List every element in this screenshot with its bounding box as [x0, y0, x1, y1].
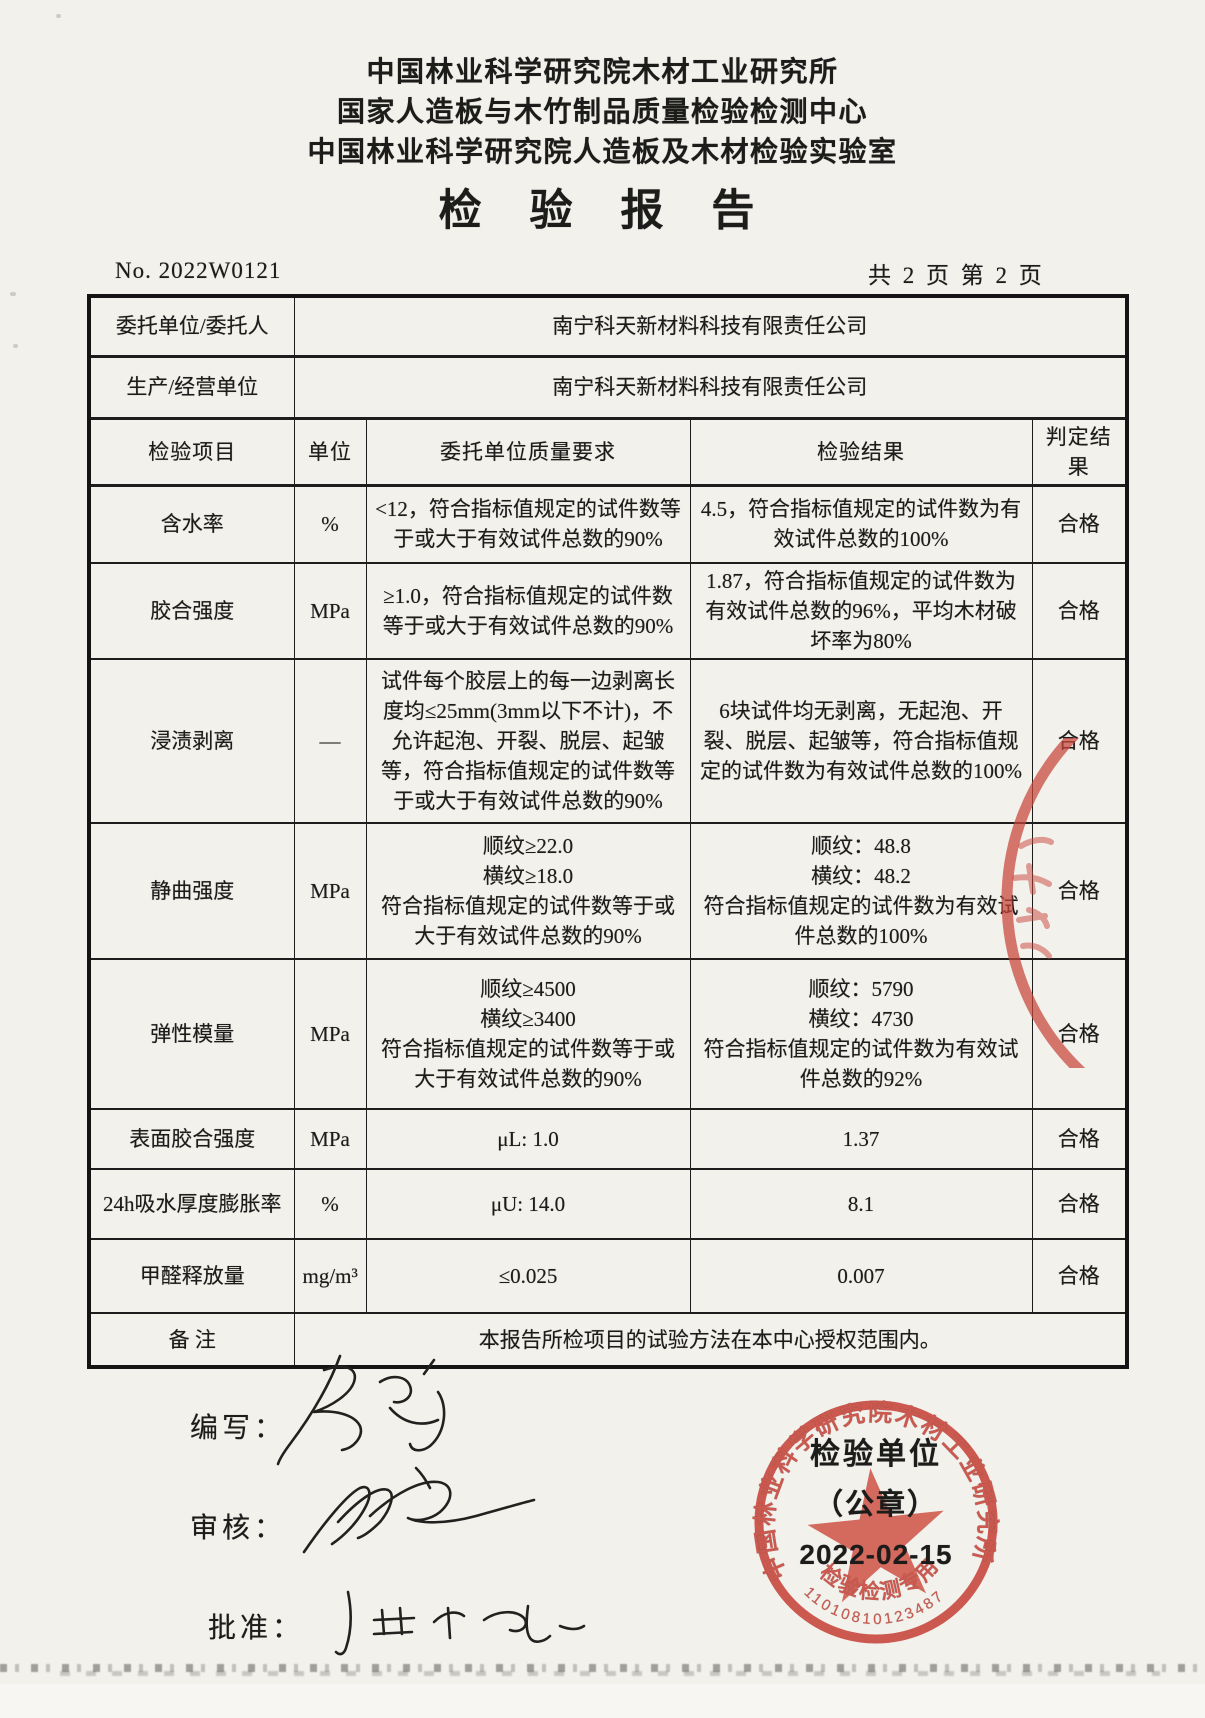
result-cell: 4.5，符合指标值规定的试件数为有效试件总数的100%: [689, 484, 1033, 564]
unit-cell: MPa: [293, 822, 367, 960]
table-row: 生产/经营单位 南宁科天新材料科技有限责任公司: [88, 355, 1128, 420]
table-row: 甲醛释放量 mg/m³ ≤0.025 0.007 合格: [88, 1238, 1128, 1314]
table-row: 静曲强度 MPa 顺纹≥22.0 横纹≥18.0 符合指标值规定的试件数等于或大…: [88, 822, 1128, 960]
item-cell: 表面胶合强度: [88, 1108, 295, 1170]
report-number: No. 2022W0121: [115, 258, 282, 283]
result-table: 委托单位/委托人 南宁科天新材料科技有限责任公司 生产/经营单位 南宁科天新材料…: [87, 294, 1129, 1369]
result-cell: 6块试件均无剥离，无起泡、开裂、脱层、起皱等，符合指标值规定的试件数为有效试件总…: [689, 658, 1033, 824]
org-line-1: 中国林业科学研究院木材工业研究所: [366, 56, 839, 87]
info-label: 生产/经营单位: [88, 355, 295, 420]
verdict-cell: 合格: [1031, 822, 1128, 960]
approver-label: 批准：: [208, 1613, 305, 1644]
info-value: 南宁科天新材料科技有限责任公司: [293, 355, 1128, 420]
item-cell: 甲醛释放量: [88, 1238, 295, 1314]
page-title: 检 验 报 告: [438, 187, 767, 235]
table-row: 浸渍剥离 — 试件每个胶层上的每一边剥离长度均≤25mm(3mm以下不计)，不允…: [88, 658, 1128, 824]
verdict-cell: 合格: [1031, 1108, 1128, 1170]
item-cell: 24h吸水厚度膨胀率: [88, 1168, 295, 1240]
reviewer-signature: [302, 1466, 536, 1554]
seal-date: 2022-02-15: [799, 1539, 952, 1570]
scan-speck: [56, 14, 61, 18]
item-cell: 含水率: [88, 484, 295, 564]
approver-signature: [334, 1590, 586, 1656]
official-seal: 中国林业科学研究院木材工业研究所 检验检测专用章 11010810123487 …: [744, 1390, 1007, 1644]
unit-cell: MPa: [293, 1108, 367, 1170]
page-bottom-strip: [0, 1684, 1205, 1718]
column-header: 单位: [293, 417, 367, 487]
remark-label: 备 注: [88, 1312, 295, 1368]
requirement-cell: 顺纹≥4500 横纹≥3400 符合指标值规定的试件数等于或大于有效试件总数的9…: [365, 958, 691, 1110]
item-cell: 静曲强度: [88, 822, 295, 960]
remark-row: 备 注 本报告所检项目的试验方法在本中心授权范围内。: [88, 1312, 1128, 1368]
result-cell: 8.1: [689, 1168, 1033, 1240]
verdict-cell: 合格: [1031, 484, 1128, 564]
org-header: 中国林业科学研究院木材工业研究所 国家人造板与木竹制品质量检验检测中心 中国林业…: [0, 52, 1205, 172]
requirement-cell: ≤0.025: [365, 1238, 691, 1314]
org-line-2: 国家人造板与木竹制品质量检验检测中心: [336, 96, 868, 127]
unit-cell: —: [293, 658, 367, 824]
scan-speck: [13, 344, 18, 348]
result-cell: 0.007: [689, 1238, 1033, 1314]
page-count-info: 共 2 页 第 2 页: [868, 263, 1045, 288]
requirement-cell: 顺纹≥22.0 横纹≥18.0 符合指标值规定的试件数等于或大于有效试件总数的9…: [365, 822, 691, 960]
reviewer-label: 审核：: [190, 1513, 287, 1544]
unit-cell: %: [293, 1168, 367, 1240]
verdict-cell: 合格: [1031, 1238, 1128, 1314]
seal-gongzhang-label: （公章）: [814, 1487, 938, 1521]
table-row: 委托单位/委托人 南宁科天新材料科技有限责任公司: [88, 295, 1128, 358]
scanner-noise-band: [0, 1664, 1205, 1672]
info-label: 委托单位/委托人: [88, 295, 295, 358]
verdict-cell: 合格: [1031, 562, 1128, 660]
result-cell: 顺纹：5790 横纹：4730 符合指标值规定的试件数为有效试件总数的92%: [689, 958, 1033, 1110]
edge-seal-fragment: [1001, 738, 1086, 1068]
table-header-row: 检验项目 单位 委托单位质量要求 检验结果 判定结果: [88, 417, 1128, 487]
column-header: 检验项目: [88, 417, 295, 487]
result-cell: 1.37: [689, 1108, 1033, 1170]
requirement-cell: μL: 1.0: [365, 1108, 691, 1170]
table-row: 表面胶合强度 MPa μL: 1.0 1.37 合格: [88, 1108, 1128, 1170]
remark-text: 本报告所检项目的试验方法在本中心授权范围内。: [293, 1312, 1128, 1368]
requirement-cell: μU: 14.0: [365, 1168, 691, 1240]
info-value: 南宁科天新材料科技有限责任公司: [293, 295, 1128, 358]
unit-cell: MPa: [293, 562, 367, 660]
verdict-cell: 合格: [1031, 1168, 1128, 1240]
seal-ring: [754, 1400, 998, 1644]
table-row: 24h吸水厚度膨胀率 % μU: 14.0 8.1 合格: [88, 1168, 1128, 1240]
writer-signature: [276, 1354, 446, 1466]
seal-star-icon: [807, 1468, 944, 1603]
column-header: 委托单位质量要求: [365, 417, 691, 487]
unit-cell: mg/m³: [293, 1238, 367, 1314]
result-cell: 1.87，符合指标值规定的试件数为有效试件总数的96%，平均木材破坏率为80%: [689, 562, 1033, 660]
unit-cell: MPa: [293, 958, 367, 1110]
seal-unit-label: 检验单位: [810, 1437, 942, 1471]
result-cell: 顺纹：48.8 横纹：48.2 符合指标值规定的试件数为有效试件总数的100%: [689, 822, 1033, 960]
table-row: 胶合强度 MPa ≥1.0，符合指标值规定的试件数等于或大于有效试件总数的90%…: [88, 562, 1128, 660]
table-row: 含水率 % <12，符合指标值规定的试件数等于或大于有效试件总数的90% 4.5…: [88, 484, 1128, 564]
scan-speck: [10, 292, 16, 296]
table-row: 弹性模量 MPa 顺纹≥4500 横纹≥3400 符合指标值规定的试件数等于或大…: [88, 958, 1128, 1110]
writer-label: 编写：: [190, 1413, 287, 1444]
column-header: 判定结果: [1031, 417, 1128, 487]
item-cell: 胶合强度: [88, 562, 295, 660]
scanner-noise-band: [60, 1671, 1160, 1676]
requirement-cell: <12，符合指标值规定的试件数等于或大于有效试件总数的90%: [365, 484, 691, 564]
item-cell: 弹性模量: [88, 958, 295, 1110]
item-cell: 浸渍剥离: [88, 658, 295, 824]
column-header: 检验结果: [689, 417, 1033, 487]
requirement-cell: 试件每个胶层上的每一边剥离长度均≤25mm(3mm以下不计)，不允许起泡、开裂、…: [365, 658, 691, 824]
org-line-3: 中国林业科学研究院人造板及木材检验实验室: [307, 136, 898, 167]
requirement-cell: ≥1.0，符合指标值规定的试件数等于或大于有效试件总数的90%: [365, 562, 691, 660]
unit-cell: %: [293, 484, 367, 564]
